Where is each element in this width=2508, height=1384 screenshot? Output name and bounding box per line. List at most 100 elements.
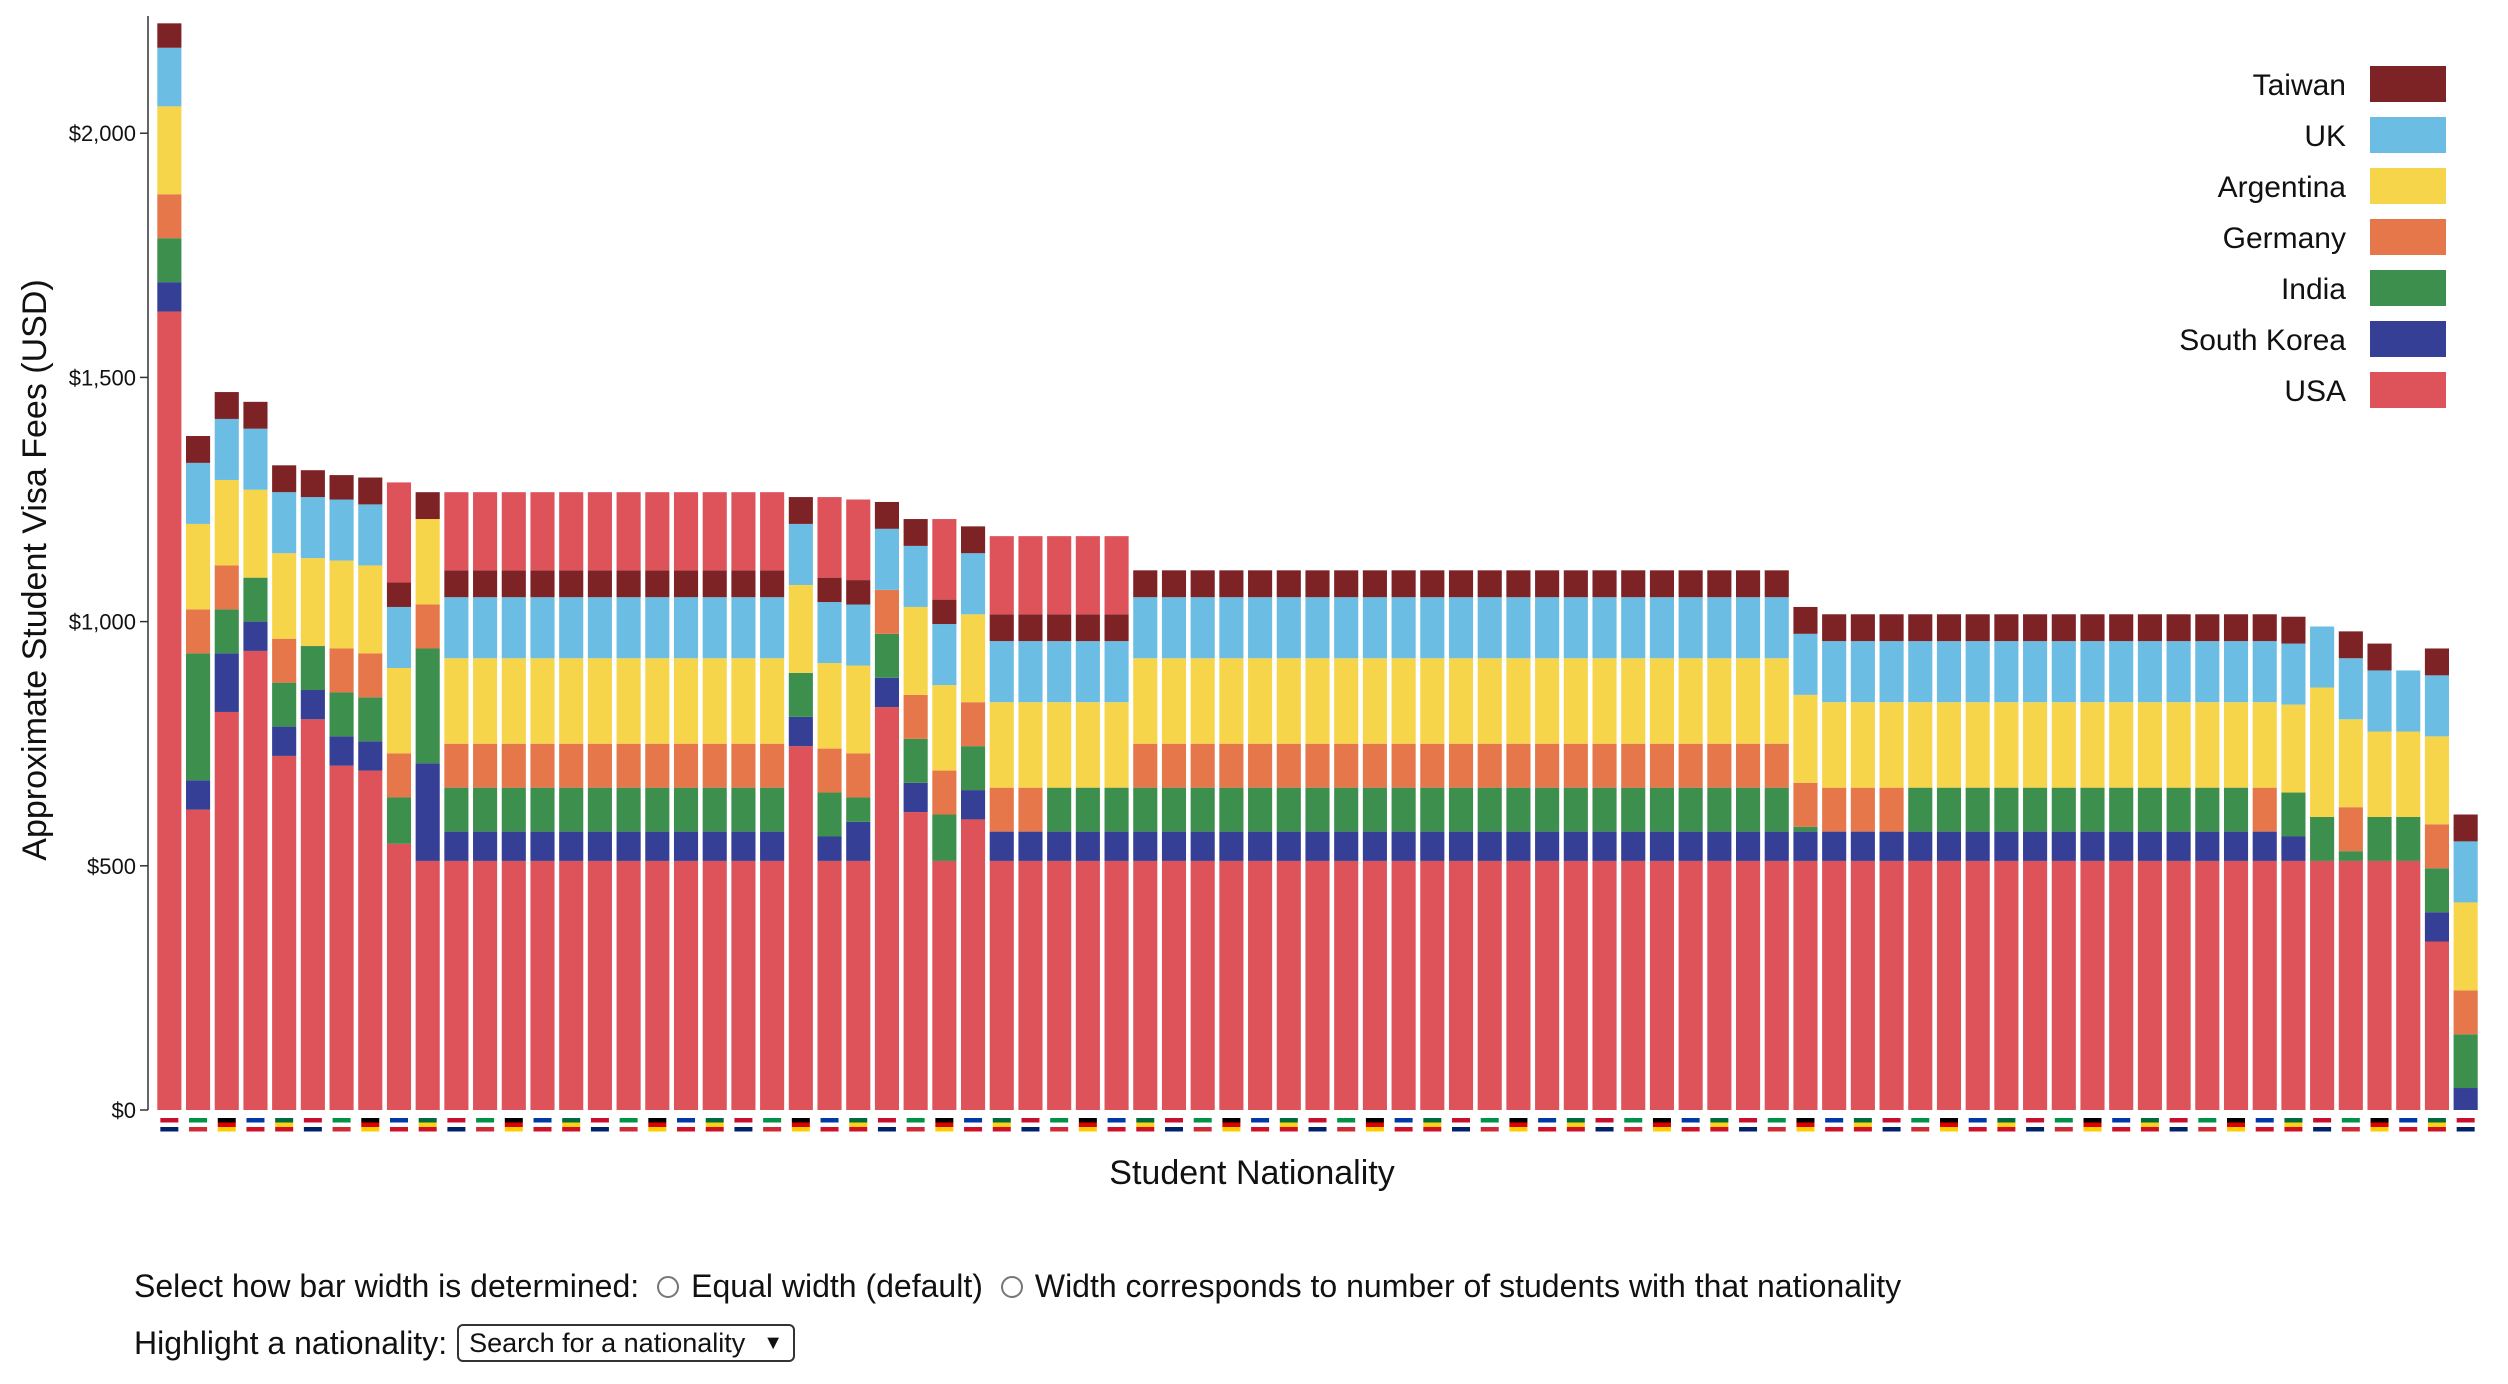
bar-stack[interactable] [1994, 614, 2019, 1110]
bar-segment-uk[interactable] [501, 597, 526, 659]
bar-segment-usa[interactable] [903, 812, 928, 1110]
bar-segment-germany[interactable] [559, 743, 584, 788]
bar-segment-south-korea[interactable] [157, 282, 182, 312]
bar-stack[interactable] [358, 477, 383, 1110]
bar-segment-south-korea[interactable] [272, 726, 297, 756]
bar-segment-uk[interactable] [1707, 597, 1732, 659]
bar-segment-usa[interactable] [2080, 860, 2105, 1110]
bar-segment-south-korea[interactable] [1276, 831, 1301, 861]
bar-segment-usa[interactable] [1190, 860, 1215, 1110]
bar-segment-south-korea[interactable] [473, 831, 498, 861]
bar-segment-south-korea[interactable] [2109, 831, 2134, 861]
bar-segment-argentina[interactable] [989, 702, 1014, 788]
bar-segment-uk[interactable] [1736, 597, 1761, 659]
bar-segment-taiwan[interactable] [1936, 614, 1962, 642]
bar-segment-germany[interactable] [358, 653, 383, 698]
bar-segment-south-korea[interactable] [1535, 831, 1560, 861]
bar-segment-usa[interactable] [2051, 860, 2076, 1110]
bar-segment-india[interactable] [444, 787, 469, 832]
bar-stack[interactable] [1707, 570, 1732, 1110]
bar-stack[interactable] [2195, 614, 2220, 1110]
bar-segment-argentina[interactable] [2424, 736, 2449, 825]
bar-segment-argentina[interactable] [1678, 658, 1703, 744]
bar-segment-south-korea[interactable] [587, 831, 612, 861]
bar-segment-germany[interactable] [1133, 743, 1158, 788]
bar-segment-india[interactable] [961, 746, 986, 791]
bar-segment-south-korea[interactable] [214, 653, 239, 712]
bar-segment-india[interactable] [702, 787, 727, 832]
bar-segment-germany[interactable] [587, 743, 612, 788]
bar-segment-uk[interactable] [989, 641, 1014, 703]
bar-segment-germany[interactable] [1305, 743, 1330, 788]
bar-segment-argentina[interactable] [2453, 902, 2478, 991]
bar-segment-usa[interactable] [731, 492, 756, 571]
bar-segment-uk[interactable] [1535, 597, 1560, 659]
bar-segment-germany[interactable] [2338, 807, 2363, 852]
bar-segment-usa[interactable] [501, 860, 526, 1110]
bar-segment-argentina[interactable] [1563, 658, 1588, 744]
bar-segment-germany[interactable] [1879, 787, 1904, 832]
bar-segment-taiwan[interactable] [874, 501, 899, 529]
bar-segment-taiwan[interactable] [702, 570, 727, 598]
bar-segment-usa[interactable] [1104, 536, 1129, 615]
bar-segment-uk[interactable] [1047, 641, 1072, 703]
bar-segment-india[interactable] [587, 787, 612, 832]
bar-stack[interactable] [1448, 570, 1474, 1110]
bar-segment-argentina[interactable] [444, 658, 469, 744]
bar-stack[interactable] [1104, 536, 1129, 1110]
bar-segment-germany[interactable] [932, 770, 957, 815]
bar-segment-uk[interactable] [530, 597, 555, 659]
bar-stack[interactable] [1506, 570, 1531, 1110]
bar-segment-usa[interactable] [1822, 860, 1847, 1110]
bar-stack[interactable] [559, 492, 584, 1110]
bar-segment-uk[interactable] [1793, 633, 1818, 695]
bar-segment-south-korea[interactable] [874, 677, 899, 708]
bar-segment-usa[interactable] [2281, 860, 2306, 1110]
bar-segment-south-korea[interactable] [1908, 831, 1933, 861]
bar-segment-india[interactable] [788, 672, 813, 717]
bar-segment-taiwan[interactable] [2252, 614, 2277, 642]
bar-segment-south-korea[interactable] [1736, 831, 1761, 861]
bar-segment-uk[interactable] [1678, 597, 1703, 659]
bar-segment-usa[interactable] [760, 492, 785, 571]
bar-segment-usa[interactable] [1850, 860, 1875, 1110]
bar-segment-germany[interactable] [386, 753, 412, 798]
bar-segment-south-korea[interactable] [1334, 831, 1359, 861]
bar-stack[interactable] [1822, 614, 1847, 1110]
bar-segment-south-korea[interactable] [702, 831, 727, 861]
bar-stack[interactable] [731, 492, 756, 1110]
bar-segment-uk[interactable] [1879, 641, 1904, 703]
bar-segment-usa[interactable] [1563, 860, 1588, 1110]
bar-segment-usa[interactable] [2137, 860, 2162, 1110]
bar-segment-argentina[interactable] [2281, 704, 2306, 793]
bar-segment-usa[interactable] [2252, 860, 2277, 1110]
bar-segment-argentina[interactable] [272, 553, 297, 639]
bar-segment-usa[interactable] [1535, 860, 1560, 1110]
bar-stack[interactable] [616, 492, 641, 1110]
bar-segment-india[interactable] [903, 738, 928, 783]
bar-segment-india[interactable] [1047, 787, 1072, 832]
bar-segment-usa[interactable] [731, 860, 756, 1110]
bar-segment-argentina[interactable] [760, 658, 785, 744]
bar-segment-uk[interactable] [2137, 641, 2162, 703]
bar-segment-argentina[interactable] [1334, 658, 1359, 744]
bar-segment-germany[interactable] [415, 604, 440, 649]
bar-segment-india[interactable] [874, 633, 899, 678]
bar-segment-germany[interactable] [1420, 743, 1445, 788]
bar-stack[interactable] [272, 465, 297, 1110]
bar-segment-south-korea[interactable] [616, 831, 641, 861]
bar-segment-usa[interactable] [846, 499, 871, 581]
bar-segment-usa[interactable] [1879, 860, 1904, 1110]
bar-segment-germany[interactable] [1822, 787, 1847, 832]
bar-segment-taiwan[interactable] [1908, 614, 1933, 642]
bar-segment-india[interactable] [329, 692, 354, 737]
bar-segment-taiwan[interactable] [903, 519, 928, 546]
bar-segment-taiwan[interactable] [329, 475, 354, 500]
bar-segment-uk[interactable] [2166, 641, 2191, 703]
bar-segment-germany[interactable] [186, 609, 211, 654]
bar-segment-south-korea[interactable] [1133, 831, 1158, 861]
bar-segment-argentina[interactable] [1104, 702, 1129, 788]
bar-segment-uk[interactable] [214, 418, 239, 480]
bar-segment-argentina[interactable] [559, 658, 584, 744]
bar-segment-usa[interactable] [2109, 860, 2134, 1110]
